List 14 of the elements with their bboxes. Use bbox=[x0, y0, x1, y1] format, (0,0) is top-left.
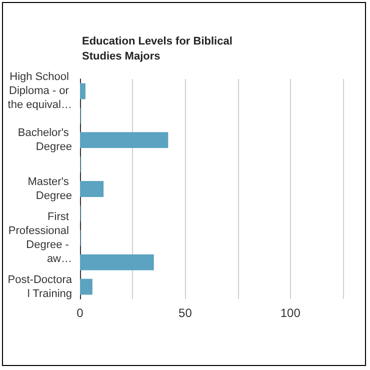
x-tick-label: 50 bbox=[178, 306, 192, 320]
bar bbox=[80, 83, 86, 100]
chart-title: Education Levels for Biblical Studies Majors bbox=[82, 36, 236, 62]
y-tick-label: High School Diploma - or the equival… bbox=[8, 71, 72, 112]
y-tick-label: First Professional Degree - aw… bbox=[8, 210, 72, 265]
y-tick-label: Post-Doctoral Training bbox=[8, 274, 73, 300]
y-tick-label: Master's Degree bbox=[28, 176, 72, 202]
y-tick-label: Bachelor's Degree bbox=[18, 127, 72, 154]
bar bbox=[80, 278, 92, 295]
x-tick-label: 0 bbox=[76, 306, 84, 320]
bar bbox=[80, 254, 154, 270]
bar bbox=[80, 132, 168, 148]
bar bbox=[80, 181, 104, 197]
x-tick-label: 100 bbox=[280, 306, 301, 320]
